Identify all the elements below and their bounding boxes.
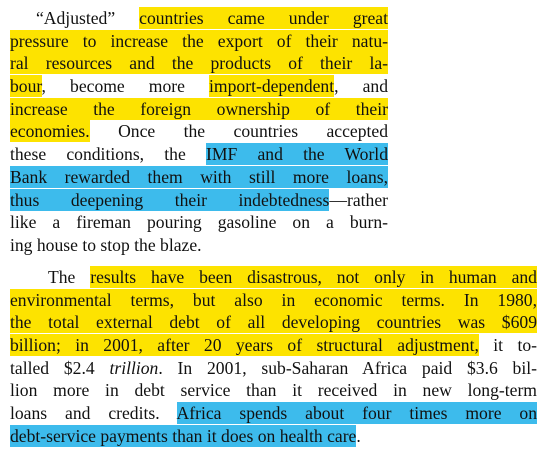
text-span: . [356,425,361,446]
text-line: loans and credits. Africa spends about f… [10,402,537,425]
highlighted-text: Africa spends about four times more on [176,402,537,425]
text-span: , become more [41,76,210,97]
text-span: like a fireman pouring gasoline on a bur… [10,212,388,233]
highlighted-text: results have been disastrous, not only i… [90,266,537,288]
text-line: “Adjusted” countries came under great [10,7,388,30]
text-span: trillion [109,357,159,378]
text-span: lion more in debt service than it receiv… [10,380,537,401]
text-span: Once the countries accepted [89,121,388,142]
text-span: The [48,267,91,287]
text-span: —rather [329,189,388,210]
text-line: The results have been disastrous, not on… [10,266,537,289]
text-line: pressure to increase the export of their… [10,29,388,53]
text-line: talled $2.4 trillion. In 2001, sub-Sahar… [10,357,537,380]
text-line: Bank rewarded them with still more loans… [10,165,388,189]
text-span: talled $2.4 [10,357,110,378]
text-line: ral resources and the products of their … [10,52,388,75]
text-span: . In 2001, sub-Saharan Africa paid $3.6 … [158,357,537,378]
text-line: ing house to stop the blaze. [10,234,388,257]
text-line: like a fireman pouring gasoline on a bur… [10,211,388,234]
highlighted-text: import-dependent [209,75,335,98]
highlighted-text: Bank rewarded them with still more loans… [10,165,388,188]
text-line: lion more in debt service than it receiv… [10,379,537,402]
text-line: bour, become more import-dependent, and [10,75,388,98]
highlighted-text: the total external debt of all developin… [10,311,537,334]
text-span: these conditions, the [10,144,206,165]
paragraph: The results have been disastrous, not on… [10,266,537,448]
text-span: , and [334,76,389,97]
text-line: the total external debt of all developin… [10,311,537,334]
highlighted-text: environmental terms, but also in economi… [10,288,537,311]
text-line: thus deepening their indebtedness—rather [10,188,388,212]
highlighted-text: ral resources and the products of their … [10,52,388,75]
highlighted-text: debt-service payments than it does on he… [10,424,357,447]
highlighted-text: increase the foreign ownership of their [10,97,388,120]
highlighted-text: pressure to increase the export of their… [10,29,388,52]
text-span: ing house to stop the blaze. [10,234,202,255]
highlighted-text: countries came under great [139,7,388,29]
highlighted-text: IMF and the World [205,143,388,166]
text-line: debt-service payments than it does on he… [10,424,537,448]
highlighted-text: economies. [10,120,90,143]
text-line: increase the foreign ownership of their [10,97,388,121]
highlighted-text: bour [10,75,42,98]
text-span: it to- [478,335,537,356]
text-span: loans and credits. [10,403,177,424]
text-line: billion; in 2001, after 20 years of stru… [10,334,537,357]
text-line: environmental terms, but also in economi… [10,288,537,312]
text-line: these conditions, the IMF and the World [10,143,388,166]
text-span: “Adjusted” [36,8,140,28]
paragraph: “Adjusted” countries came under great pre… [10,7,388,257]
highlighted-text: billion; in 2001, after 20 years of stru… [10,334,479,357]
text-line: economies. Once the countries accepted [10,120,388,143]
highlighted-text: thus deepening their indebtedness [10,188,330,211]
